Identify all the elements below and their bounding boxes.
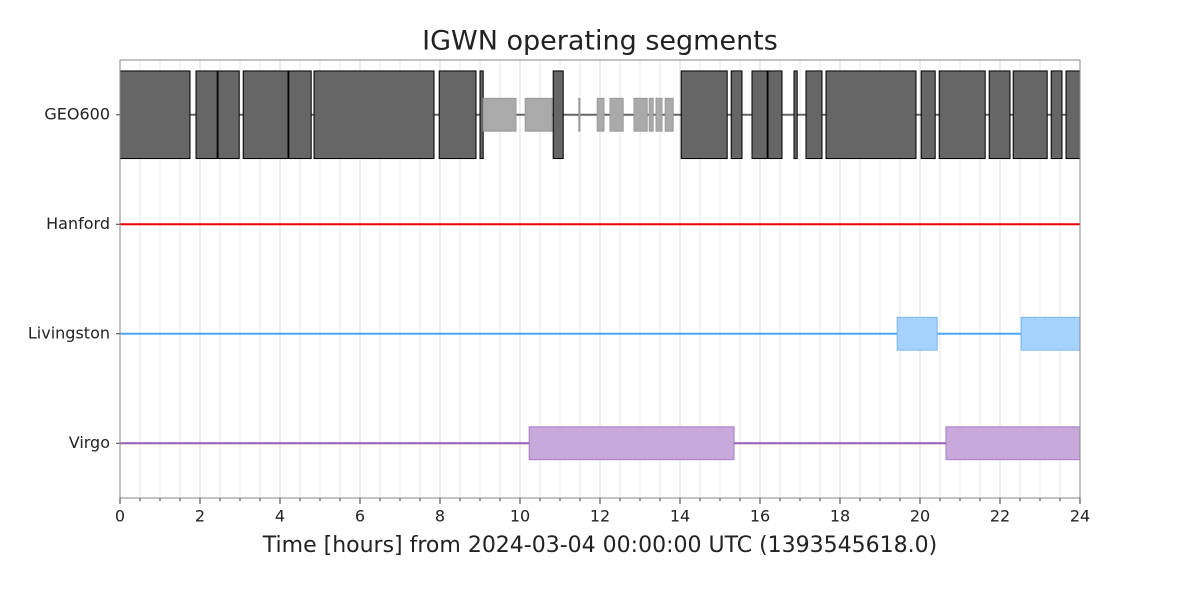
x-tick-label: 4 [275,507,285,526]
active-segment [528,426,735,461]
active-segment [751,70,768,160]
active-segment [313,70,435,160]
active-segment [242,70,289,160]
y-tick-label: GEO600 [44,104,110,123]
active-segment [524,97,553,132]
x-tick-label: 12 [590,507,610,526]
y-tick-label: Hanford [46,214,110,233]
active-segment [1050,70,1063,160]
active-segment [664,97,674,132]
active-segment [1065,70,1081,160]
active-segment [119,70,191,160]
x-tick-label: 0 [115,507,125,526]
active-segment [655,97,663,132]
x-tick-label: 2 [195,507,205,526]
y-tick-label: Virgo [69,433,110,452]
active-segment [767,70,783,160]
active-segment [633,97,648,132]
active-segment [896,316,938,351]
active-segment [438,70,477,160]
x-tick-label: 6 [355,507,365,526]
active-segment [938,70,986,160]
x-axis-label: Time [hours] from 2024-03-04 00:00:00 UT… [262,533,937,558]
active-segment [1012,70,1048,160]
active-segment [578,97,581,132]
active-segment [482,97,517,132]
active-segment [945,426,1081,461]
chart-title: IGWN operating segments [422,26,778,57]
active-segment [680,70,728,160]
active-segment [920,70,936,160]
x-tick-label: 18 [830,507,850,526]
x-tick-label: 8 [435,507,445,526]
x-tick-label: 16 [750,507,770,526]
x-tick-label: 14 [670,507,690,526]
x-tick-label: 10 [510,507,530,526]
active-segment [988,70,1011,160]
x-tick-label: 22 [990,507,1010,526]
active-segment [730,70,743,160]
active-segment [596,97,605,132]
x-tick-label: 20 [910,507,930,526]
active-segment [288,70,312,160]
active-segment [648,97,654,132]
active-segment [793,70,798,160]
active-segment [1020,316,1081,351]
y-tick-label: Livingston [28,323,110,342]
active-segment [195,70,218,160]
active-segment [825,70,917,160]
active-segment [552,70,564,160]
x-tick-label: 24 [1070,507,1090,526]
active-segment [609,97,624,132]
active-segment [217,70,240,160]
active-segment [805,70,823,160]
